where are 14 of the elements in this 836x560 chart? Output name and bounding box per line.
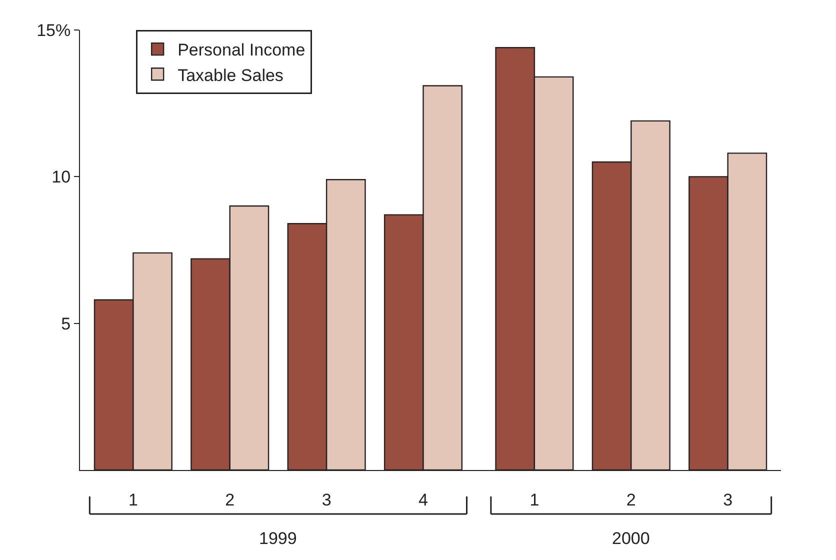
text: 1999 bbox=[259, 529, 297, 548]
y-tick-label: 5 bbox=[61, 314, 71, 334]
text: 2000 bbox=[612, 529, 650, 548]
x-tick-label: 4 bbox=[418, 490, 428, 510]
x-tick-label: 1 bbox=[530, 490, 540, 510]
x-tick-label: 3 bbox=[322, 490, 332, 510]
x-tick-label: 3 bbox=[723, 490, 733, 510]
y-tick-label: 15% bbox=[36, 20, 71, 40]
y-tick-label: 10 bbox=[52, 168, 71, 187]
x-tick-label: 1 bbox=[128, 490, 138, 510]
legend-label: Personal Income bbox=[178, 40, 306, 60]
x-tick-label: 2 bbox=[626, 490, 636, 510]
x-tick-label: 2 bbox=[225, 490, 235, 510]
legend-label: Taxable Sales bbox=[178, 66, 284, 85]
